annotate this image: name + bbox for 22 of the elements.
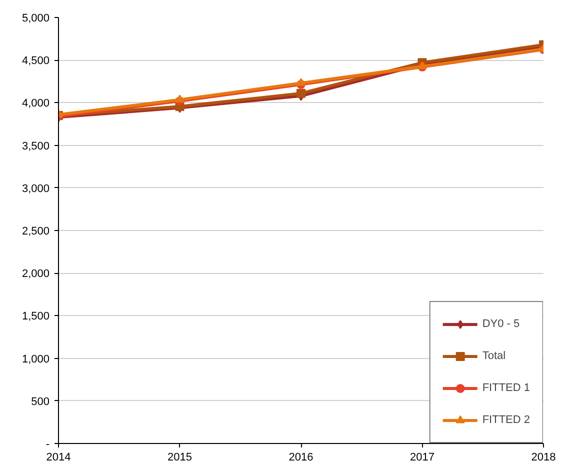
x-tick-label: 2017 xyxy=(410,452,434,464)
y-tick-label: 500 xyxy=(31,396,50,408)
y-tick-label: 1,000 xyxy=(22,353,50,366)
y-tick-label: 2,500 xyxy=(22,226,50,238)
y-tick-label: 3,000 xyxy=(22,182,50,195)
x-tick-label: 2015 xyxy=(168,452,192,464)
point xyxy=(296,78,306,86)
y-tick-label: 5,000 xyxy=(22,12,50,24)
legend-label: FITTED 1 xyxy=(482,382,530,394)
legend-label: DY0 - 5 xyxy=(482,318,520,330)
y-tick-label: 4,000 xyxy=(22,98,50,110)
y-tick-label: 3,500 xyxy=(22,140,50,152)
y-tick-label: - xyxy=(46,438,50,450)
x-tick-label: 2014 xyxy=(46,452,71,464)
legend-label: FITTED 2 xyxy=(482,414,530,426)
x-tick-label: 2018 xyxy=(531,452,556,464)
y-tick-label: 2,000 xyxy=(22,268,50,280)
y-tick-label: 4,500 xyxy=(22,55,50,68)
legend-label: Total xyxy=(482,350,506,362)
point xyxy=(175,94,184,103)
x-tick-label: 2016 xyxy=(288,452,314,464)
y-tick-label: 1,500 xyxy=(22,310,50,323)
